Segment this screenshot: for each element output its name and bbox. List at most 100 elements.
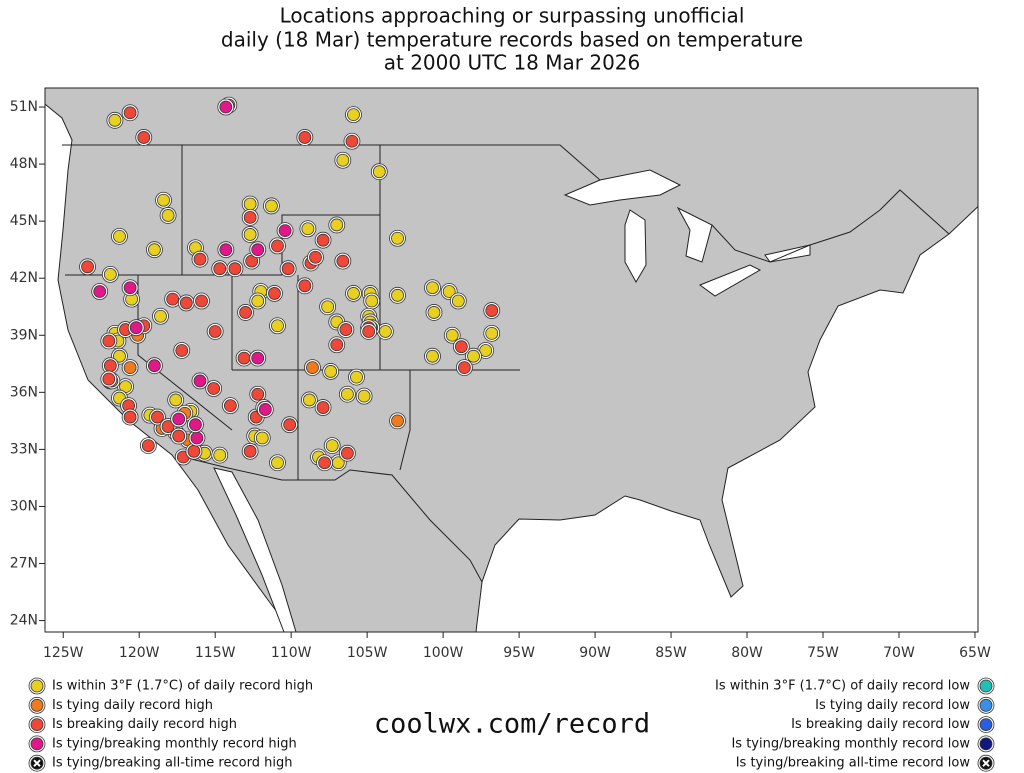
marker-body xyxy=(298,131,312,144)
axes: 125W 120W 115W 110W 105W 100W 95W 90W 85W 80W 75W 7… xyxy=(10,99,991,661)
marker-body xyxy=(426,281,439,295)
x-tick-label: 100W xyxy=(423,645,464,661)
station-point xyxy=(249,241,267,259)
marker-cross xyxy=(982,759,990,767)
station-point xyxy=(127,319,145,337)
station-point xyxy=(159,418,177,435)
station-point xyxy=(465,347,482,365)
mexico-border xyxy=(174,454,483,583)
x-tick-label: 65W xyxy=(959,645,991,661)
station-point xyxy=(348,368,365,386)
marker-body xyxy=(309,250,322,264)
marker-body xyxy=(316,401,330,414)
legend-label: Is tying daily record low xyxy=(815,698,970,713)
marker-body xyxy=(243,210,257,224)
station-point xyxy=(249,349,267,367)
station-point xyxy=(146,241,163,259)
marker-body xyxy=(213,448,227,462)
station-point xyxy=(304,359,321,377)
station-point xyxy=(483,302,501,319)
marker-body xyxy=(175,344,189,357)
station-point xyxy=(249,292,267,310)
station-point xyxy=(241,226,259,243)
x-tick-label: 120W xyxy=(119,645,160,661)
station-point xyxy=(101,266,119,283)
y-tick-label: 48N xyxy=(10,156,38,172)
station-point xyxy=(455,359,473,377)
marker-body xyxy=(324,365,338,378)
station-point xyxy=(211,260,229,278)
lake xyxy=(563,169,682,206)
station-point xyxy=(424,279,441,297)
marker-body xyxy=(255,431,269,445)
marker-body xyxy=(243,228,257,241)
y-tick-label: 39N xyxy=(10,327,38,343)
marker-body xyxy=(113,229,126,243)
legend-label: Is tying/breaking monthly record high xyxy=(52,736,297,751)
station-point xyxy=(389,229,406,247)
station-point xyxy=(424,347,441,365)
marker-body xyxy=(268,287,281,300)
station-point xyxy=(328,216,346,234)
station-point xyxy=(100,370,118,388)
marker-body xyxy=(243,197,257,211)
marker-body xyxy=(161,420,175,433)
marker-body xyxy=(30,718,44,731)
station-point xyxy=(334,151,352,169)
station-point xyxy=(316,454,333,472)
station-point xyxy=(226,260,244,278)
station-point xyxy=(205,380,223,397)
marker-body xyxy=(189,418,202,432)
y-tick-label: 33N xyxy=(10,441,38,457)
canada-border xyxy=(62,144,601,181)
station-point xyxy=(279,260,297,278)
legend-icon xyxy=(28,677,46,695)
y-tick-label: 42N xyxy=(10,270,38,286)
marker-body xyxy=(30,737,44,751)
marker-body xyxy=(190,431,204,445)
marker-body xyxy=(102,372,116,386)
station-point xyxy=(355,387,373,405)
marker-body xyxy=(103,359,117,373)
station-point xyxy=(299,220,317,238)
legend: Is within 3°F (1.7°C) of daily record hi… xyxy=(28,677,995,772)
station-point xyxy=(483,324,501,342)
station-point xyxy=(217,241,235,259)
station-point xyxy=(449,292,467,310)
station-point xyxy=(191,372,209,390)
station-point xyxy=(343,132,361,150)
station-point xyxy=(281,416,299,434)
legend-icon xyxy=(28,716,46,733)
station-point xyxy=(91,283,109,300)
x-tick-label: 75W xyxy=(807,645,839,661)
station-point xyxy=(269,237,286,255)
marker-cross xyxy=(33,759,41,767)
atlantic-ocean xyxy=(475,205,978,632)
marker-body xyxy=(239,306,252,319)
marker-body xyxy=(251,294,265,308)
marker-body xyxy=(336,153,350,167)
marker-body xyxy=(345,134,359,148)
station-point xyxy=(296,129,314,146)
marker-body xyxy=(219,100,233,114)
station-point xyxy=(167,391,185,409)
station-point xyxy=(221,397,239,415)
marker-body xyxy=(103,268,117,281)
marker-body xyxy=(347,108,360,122)
marker-body xyxy=(193,252,207,266)
marker-body xyxy=(265,199,278,213)
marker-body xyxy=(219,243,233,257)
y-tick-label: 36N xyxy=(10,384,38,400)
gulf-of-california xyxy=(213,467,297,632)
station-point xyxy=(152,307,169,325)
y-tick-label: 51N xyxy=(10,99,38,115)
y-tick-label: 45N xyxy=(10,213,38,229)
marker-body xyxy=(243,444,257,458)
marker-body xyxy=(350,370,363,384)
marker-body xyxy=(362,325,376,338)
station-point xyxy=(360,323,378,340)
station-point xyxy=(301,391,318,409)
state-line xyxy=(232,369,411,471)
marker-body xyxy=(340,446,354,460)
